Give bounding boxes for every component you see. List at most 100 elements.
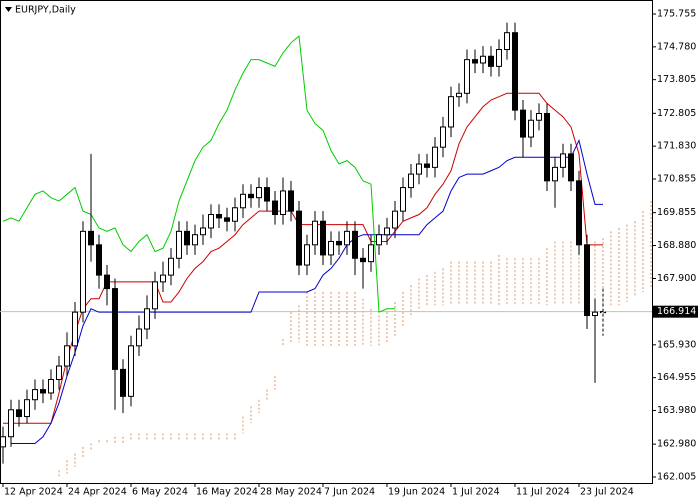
candle-body: [304, 244, 310, 266]
candle-body: [16, 409, 22, 418]
y-tick-label: 168.880: [657, 240, 696, 251]
candle-body: [576, 180, 582, 246]
candle-body: [528, 119, 534, 138]
candle-body: [456, 92, 462, 98]
candle-body: [160, 274, 166, 283]
plot-frame: [0, 0, 653, 484]
candle-body: [312, 220, 318, 246]
x-tick-label: 19 Jun 2024: [388, 487, 445, 498]
candle-body: [104, 274, 110, 290]
candle-body: [264, 187, 270, 202]
y-tick-label: 164.955: [657, 372, 696, 383]
x-tick-label: 28 May 2024: [260, 487, 322, 498]
candle-body: [24, 399, 30, 418]
candle-body: [408, 173, 414, 189]
candle-body: [248, 193, 254, 199]
indicator-line: [2, 35, 395, 313]
candle-body: [56, 365, 62, 380]
candle-body: [40, 389, 46, 394]
candle-body: [392, 210, 398, 229]
candle-body: [128, 345, 134, 397]
candle-body: [32, 389, 38, 401]
candle-body: [448, 96, 454, 128]
candle-body: [480, 55, 486, 64]
candle-body: [552, 166, 558, 182]
y-tick-label: 172.805: [657, 108, 696, 119]
candle-body: [176, 230, 182, 259]
candle-body: [536, 113, 542, 121]
candle-body: [200, 227, 206, 236]
candle-body: [184, 230, 190, 246]
y-tick-label: 162.980: [657, 439, 696, 450]
candle-body: [208, 214, 214, 229]
candle-body: [544, 113, 550, 182]
candle-body: [368, 244, 374, 263]
current-price-box: [652, 305, 698, 318]
candle-body: [472, 59, 478, 64]
candle-body: [280, 190, 286, 216]
candle-body: [344, 230, 350, 246]
candle-body: [232, 207, 238, 222]
candle-body: [512, 32, 518, 111]
candle-body: [360, 257, 366, 263]
candle-body: [0, 436, 6, 448]
y-tick-label: 175.755: [657, 9, 696, 20]
candle-body: [152, 281, 158, 310]
candle-body: [488, 55, 494, 67]
x-tick-label: 23 Jul 2024: [580, 487, 634, 498]
candle-body: [144, 308, 150, 330]
candle-body: [48, 378, 54, 394]
y-tick-label: 170.855: [657, 173, 696, 184]
candle-body: [568, 153, 574, 182]
candle-body: [464, 59, 470, 94]
candle-body: [384, 227, 390, 236]
x-tick-label: 7 Jun 2024: [324, 487, 375, 498]
candle-body: [96, 244, 102, 276]
candle-body: [88, 230, 94, 246]
y-tick-label: 165.930: [657, 339, 696, 350]
candle-body: [272, 200, 278, 216]
candle-body: [440, 126, 446, 148]
candle-body: [600, 311, 606, 314]
y-tick-label: 163.980: [657, 405, 696, 416]
x-tick-label: 1 Jul 2024: [452, 487, 500, 498]
x-tick-label: 12 Apr 2024: [4, 487, 63, 498]
y-tick-label: 169.855: [657, 207, 696, 218]
y-tick-label: 162.005: [657, 471, 696, 482]
x-tick-label: 11 Jul 2024: [516, 487, 570, 498]
menu-triangle: [5, 7, 12, 12]
candle-body: [256, 187, 262, 199]
candle-body: [432, 146, 438, 168]
current-price-label: 166.914: [657, 306, 696, 317]
y-tick-label: 174.780: [657, 41, 696, 52]
candle-body: [112, 288, 118, 370]
candle-body: [376, 234, 382, 246]
candle-body: [560, 153, 566, 168]
y-tick-label: 167.900: [657, 273, 696, 284]
candle-body: [424, 163, 430, 168]
candle-body: [120, 368, 126, 397]
x-tick-label: 16 May 2024: [196, 487, 258, 498]
candle-body: [72, 311, 78, 347]
x-tick-label: 24 Apr 2024: [68, 487, 127, 498]
candle-body: [136, 328, 142, 347]
y-tick-label: 173.805: [657, 74, 696, 85]
candle-body: [400, 187, 406, 212]
candle-body: [240, 193, 246, 209]
candle-body: [416, 163, 422, 175]
candle-body: [192, 234, 198, 246]
candle-body: [584, 244, 590, 317]
candle-body: [592, 311, 598, 317]
candle-body: [80, 230, 86, 313]
candle-body: [352, 230, 358, 259]
candle-body: [520, 109, 526, 138]
candle-body: [224, 217, 230, 222]
candle-body: [320, 220, 326, 256]
chart-title: EURJPY,Daily: [15, 5, 76, 16]
x-tick-label: 6 May 2024: [132, 487, 188, 498]
candle-body: [296, 210, 302, 266]
indicator-line: [3, 92, 603, 424]
candle-body: [504, 32, 510, 51]
candle-body: [336, 240, 342, 246]
